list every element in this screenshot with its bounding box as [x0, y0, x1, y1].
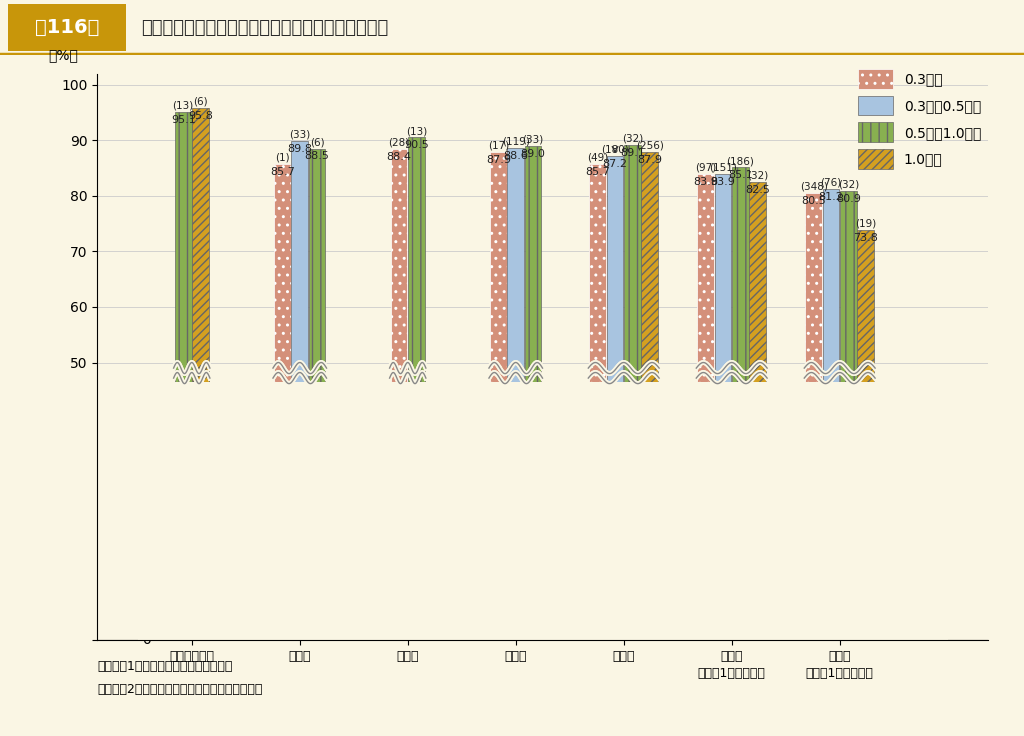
Bar: [138, 385, 947, 640]
Text: 0: 0: [142, 633, 151, 648]
Text: （注）　1　比率は、加重平均である。: （注） 1 比率は、加重平均である。: [97, 660, 232, 673]
Text: (33): (33): [522, 135, 544, 144]
Text: 89.1: 89.1: [620, 148, 645, 158]
Text: 80.9: 80.9: [836, 194, 861, 204]
Text: (13): (13): [172, 101, 194, 110]
Text: (6): (6): [309, 137, 325, 147]
Bar: [590, 164, 606, 640]
Bar: [391, 149, 408, 640]
Text: 85.7: 85.7: [586, 167, 610, 177]
Bar: [822, 189, 840, 640]
Bar: [274, 164, 291, 640]
Text: (97): (97): [695, 163, 717, 173]
Bar: [840, 191, 857, 640]
Bar: [292, 141, 308, 640]
Text: 88.6: 88.6: [503, 151, 528, 161]
Bar: [697, 174, 714, 640]
Bar: [138, 382, 947, 640]
Text: 82.5: 82.5: [745, 185, 770, 195]
Text: (49): (49): [587, 153, 608, 163]
Text: 83.9: 83.9: [693, 177, 718, 187]
Text: (19): (19): [855, 219, 877, 229]
Bar: [806, 193, 822, 640]
Text: 87.2: 87.2: [602, 158, 628, 169]
Text: 2　（　）内の数値は、団体数である。: 2 （ ）内の数値は、団体数である。: [97, 682, 262, 696]
Text: 団体規模別財政力指数段階別の経常収支比率の状況: 団体規模別財政力指数段階別の経常収支比率の状況: [141, 18, 388, 37]
Text: 80.5: 80.5: [802, 196, 826, 206]
Text: (119): (119): [502, 137, 529, 146]
Bar: [857, 230, 873, 640]
Text: (151): (151): [709, 163, 737, 173]
Text: 88.5: 88.5: [304, 152, 330, 161]
Bar: [715, 174, 731, 640]
Text: 85.1: 85.1: [728, 170, 753, 180]
Text: 95.8: 95.8: [188, 111, 213, 121]
Text: 90.5: 90.5: [404, 141, 429, 150]
Text: (13): (13): [406, 126, 427, 136]
Bar: [490, 152, 507, 640]
Text: 83.9: 83.9: [711, 177, 735, 187]
Text: (76): (76): [820, 178, 842, 188]
Bar: [624, 145, 641, 640]
Text: (1): (1): [275, 153, 290, 163]
Text: 95.1: 95.1: [171, 115, 196, 124]
Bar: [750, 182, 766, 640]
Bar: [524, 146, 542, 640]
Text: (33): (33): [289, 130, 310, 140]
Text: （%）: （%）: [48, 49, 78, 63]
Text: (186): (186): [726, 156, 755, 166]
Text: 89.8: 89.8: [288, 144, 312, 154]
Text: 85.7: 85.7: [270, 167, 295, 177]
Text: 88.4: 88.4: [387, 152, 412, 162]
Legend: 0.3未満, 0.3以上0.5未満, 0.5以上1.0未満, 1.0以上: 0.3未満, 0.3以上0.5未満, 0.5以上1.0未満, 1.0以上: [858, 69, 981, 169]
Text: 73.8: 73.8: [853, 233, 878, 243]
Text: (256): (256): [636, 141, 664, 151]
Text: (180): (180): [601, 144, 629, 155]
Text: (28): (28): [388, 138, 410, 148]
Bar: [507, 148, 524, 640]
Text: (32): (32): [746, 171, 768, 180]
Bar: [8, 4, 126, 51]
Text: (6): (6): [194, 96, 208, 107]
Bar: [193, 108, 209, 640]
Text: 第116図: 第116図: [35, 18, 99, 37]
Bar: [732, 168, 749, 640]
Text: 87.9: 87.9: [637, 155, 663, 165]
Bar: [408, 138, 425, 640]
Bar: [641, 152, 658, 640]
Bar: [606, 156, 624, 640]
Text: (17): (17): [487, 141, 509, 151]
Text: (32): (32): [838, 180, 859, 189]
Bar: [175, 112, 191, 640]
Text: 89.0: 89.0: [520, 149, 546, 158]
Text: (32): (32): [622, 134, 643, 144]
Text: 87.9: 87.9: [486, 155, 511, 165]
Bar: [308, 149, 326, 640]
Text: 81.2: 81.2: [818, 192, 844, 202]
Text: (348): (348): [800, 182, 827, 191]
